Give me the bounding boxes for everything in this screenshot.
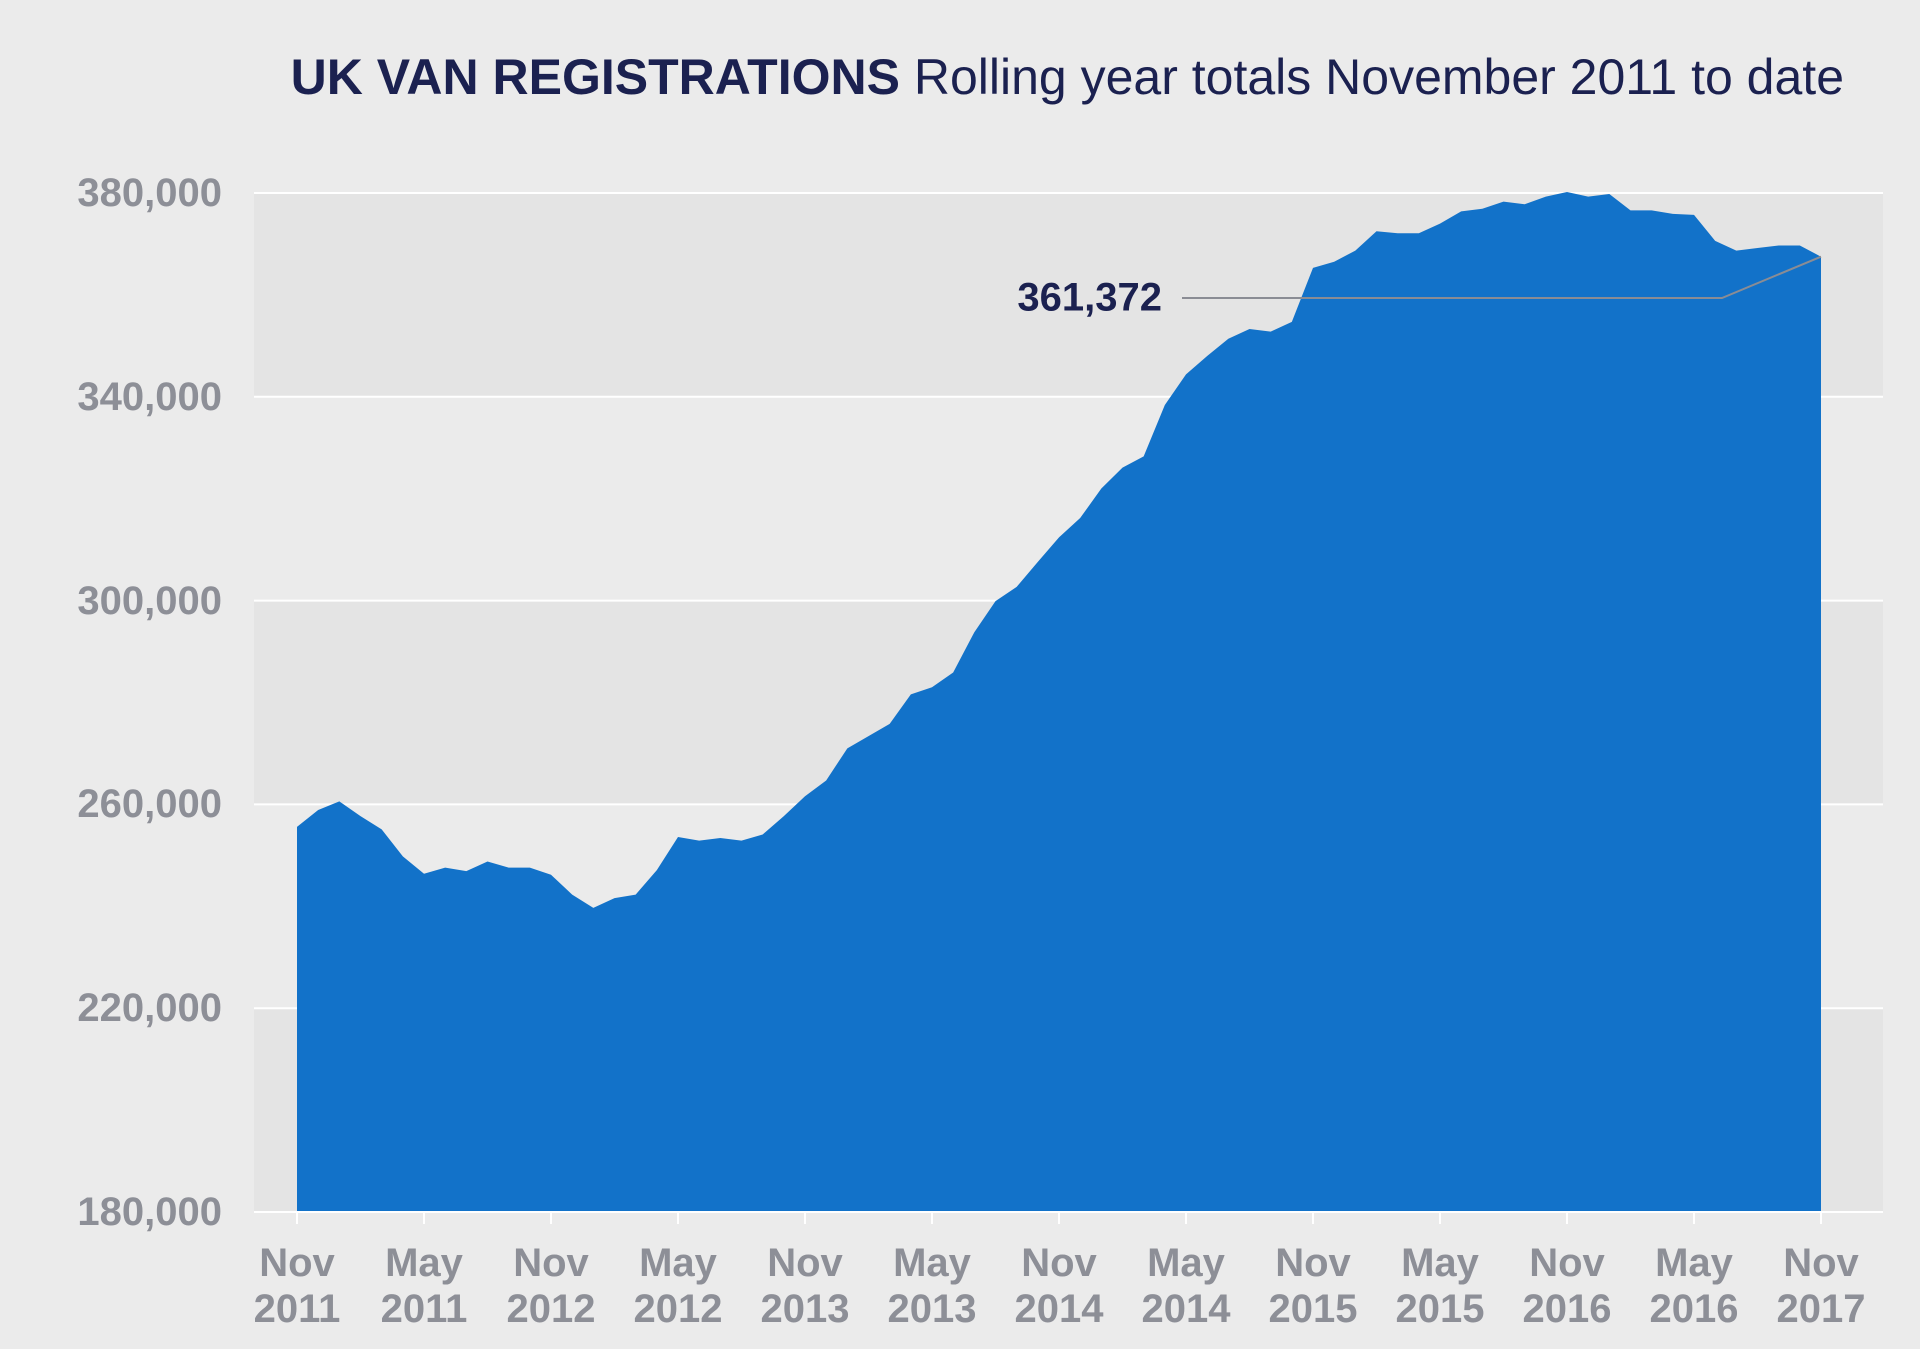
y-tick-label: 260,000 [77, 782, 222, 827]
y-tick-label: 380,000 [77, 171, 222, 215]
x-tick-label: Nov 2011 [253, 1241, 341, 1331]
x-tick-label: May 2014 [1141, 1241, 1231, 1331]
annotation-leader [1182, 255, 1822, 299]
y-tick-label: 340,000 [77, 374, 222, 419]
title-block: UK VAN REGISTRATIONS Rolling year totals… [291, 48, 1844, 106]
chart-title: UK VAN REGISTRATIONS [290, 49, 900, 105]
y-tick-label: 220,000 [77, 986, 222, 1031]
annotation: 361,372 [1017, 275, 1162, 320]
x-tick-label: Nov 2013 [760, 1241, 850, 1331]
area [297, 191, 1821, 1212]
x-tick-label: Nov 2015 [1268, 1241, 1358, 1331]
x-tick-label: May 2011 [380, 1241, 468, 1331]
y-tick-label: 300,000 [77, 578, 222, 623]
x-tick-label: May 2016 [1649, 1241, 1739, 1331]
x-tick-label: Nov 2016 [1522, 1241, 1612, 1331]
y-tick-label: 180,000 [77, 1190, 222, 1234]
x-tick-label: Nov 2014 [1014, 1241, 1104, 1331]
x-tick-label: May 2015 [1395, 1241, 1485, 1331]
x-tick-label: May 2013 [887, 1241, 977, 1331]
chart-subtitle: Rolling year totals November 2011 to dat… [913, 49, 1844, 105]
x-tick-label: May 2012 [633, 1241, 723, 1331]
x-tick-label: Nov 2017 [1776, 1241, 1866, 1331]
x-tick-label: Nov 2012 [506, 1241, 596, 1331]
